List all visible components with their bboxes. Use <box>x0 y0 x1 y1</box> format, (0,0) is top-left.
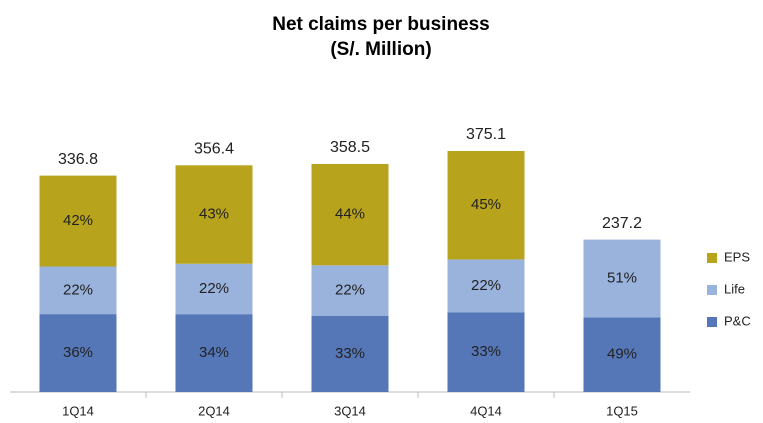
x-tick-label: 2Q14 <box>198 403 230 418</box>
total-label: 356.4 <box>194 141 234 158</box>
bar-segment <box>39 175 117 267</box>
data-label: 34% <box>199 344 229 361</box>
x-tick-label: 1Q14 <box>62 403 94 418</box>
bar-segment <box>583 239 661 318</box>
data-label: 51% <box>607 269 637 286</box>
bar-segment <box>39 266 117 315</box>
total-label: 375.1 <box>466 126 506 143</box>
data-label: 22% <box>63 281 93 298</box>
data-label: 22% <box>471 277 501 294</box>
bar-segment <box>447 259 525 313</box>
legend-swatch <box>707 253 717 263</box>
bar-segment <box>175 314 253 392</box>
bar-segment <box>311 163 389 266</box>
legend-label: P&C <box>724 313 751 328</box>
legend-swatch <box>707 285 717 295</box>
data-label: 22% <box>335 282 365 299</box>
total-label: 336.8 <box>58 151 98 168</box>
x-tick-label: 1Q15 <box>606 403 638 418</box>
bar-segment <box>311 315 389 392</box>
bar-segment <box>39 314 117 392</box>
bar-segment <box>175 263 253 315</box>
bar-segment <box>447 312 525 392</box>
data-label: 33% <box>471 343 501 360</box>
legend-label: EPS <box>724 249 750 264</box>
data-label: 49% <box>607 346 637 363</box>
total-label: 237.2 <box>602 215 642 232</box>
x-tick-label: 4Q14 <box>470 403 502 418</box>
bar-segment <box>583 317 661 392</box>
legend-swatch <box>707 317 717 327</box>
data-label: 33% <box>335 345 365 362</box>
data-label: 42% <box>63 212 93 229</box>
total-label: 358.5 <box>330 139 370 156</box>
legend-label: Life <box>724 281 745 296</box>
data-label: 44% <box>335 206 365 223</box>
data-label: 43% <box>199 206 229 223</box>
data-label: 45% <box>471 196 501 213</box>
x-tick-label: 3Q14 <box>334 403 366 418</box>
data-label: 36% <box>63 344 93 361</box>
data-label: 22% <box>199 280 229 297</box>
bar-segment <box>175 165 253 264</box>
bar-segment <box>311 265 389 316</box>
chart-title: Net claims per business <box>272 14 490 35</box>
bar-segment <box>447 151 525 260</box>
chart-subtitle: (S/. Million) <box>330 39 431 60</box>
